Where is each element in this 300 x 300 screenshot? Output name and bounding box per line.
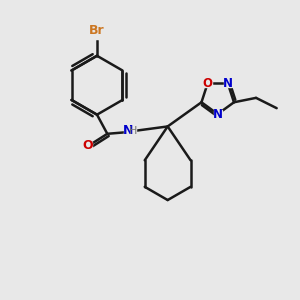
Text: N: N [223,77,233,90]
Bar [214,110,222,118]
Text: O: O [203,77,213,90]
Bar [204,80,212,87]
Bar [84,142,92,149]
Text: N: N [213,108,223,121]
Text: H: H [129,126,137,136]
Bar [224,80,232,87]
Text: O: O [83,139,94,152]
Text: Br: Br [89,24,105,37]
Text: N: N [122,124,133,137]
Bar [91,30,103,39]
Bar [124,126,136,135]
